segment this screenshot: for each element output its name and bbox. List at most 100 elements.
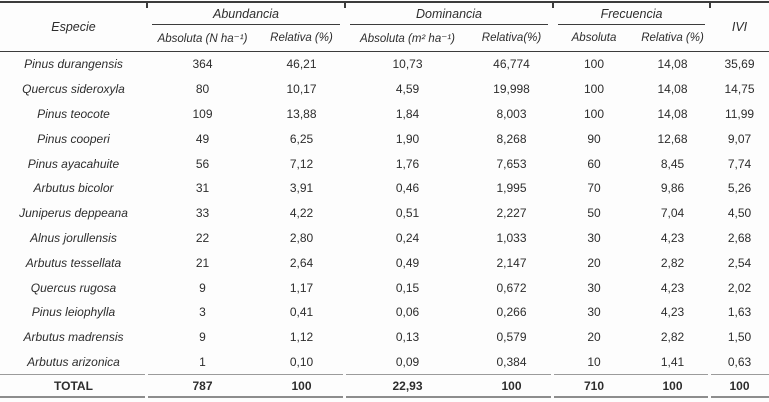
value-cell: 50 bbox=[587, 206, 601, 221]
value-cell: 19,998 bbox=[493, 82, 530, 97]
species-cell: Pinus leiophylla bbox=[31, 305, 116, 320]
value-cell: 3,91 bbox=[289, 181, 314, 196]
column-boundary-tick bbox=[709, 1, 711, 8]
total-line-break bbox=[708, 371, 711, 402]
species-cell: Arbutus bicolor bbox=[33, 181, 114, 196]
value-cell: 21 bbox=[195, 255, 210, 270]
value-cell: 0,46 bbox=[395, 181, 420, 196]
value-cell: 0,13 bbox=[395, 330, 420, 345]
value-cell: 1,50 bbox=[727, 330, 752, 345]
total-line-break bbox=[343, 371, 346, 402]
value-cell: 35,69 bbox=[724, 57, 755, 72]
table-row: Pinus teocote 109 13,88 1,84 8,003 100 14,08 11… bbox=[0, 102, 769, 127]
value-cell: 0,266 bbox=[496, 305, 527, 320]
value-cell: 364 bbox=[192, 57, 213, 72]
table-row: Juniperus deppeana 33 4,22 0,51 2,227 50 7,04 4… bbox=[0, 201, 769, 226]
value-cell: 9 bbox=[199, 330, 206, 345]
value-cell: 100 bbox=[584, 106, 605, 121]
species-cell: Quercus rugosa bbox=[30, 280, 117, 295]
value-cell: 0,15 bbox=[395, 280, 420, 295]
table-row: Pinus ayacahuite 56 7,12 1,76 7,653 60 8,45 7,7… bbox=[0, 151, 769, 176]
value-cell: 13,88 bbox=[286, 106, 317, 121]
total-line-break bbox=[551, 371, 554, 402]
column-header-frecuencia-absoluta: Absoluta bbox=[553, 25, 636, 52]
value-cell: 1,41 bbox=[660, 354, 685, 369]
table-row: Quercus sideroxyla 80 10,17 4,59 19,998 100 14… bbox=[0, 77, 769, 102]
value-cell: 7,04 bbox=[660, 206, 685, 221]
table-row: Pinus leiophylla 3 0,41 0,06 0,266 30 4,23 1,63 bbox=[0, 300, 769, 325]
column-group-frecuencia: Frecuencia bbox=[553, 2, 710, 25]
value-cell: 14,75 bbox=[724, 82, 755, 97]
total-row: TOTAL 787 100 22,93 100 710 100 100 bbox=[0, 374, 769, 399]
species-cell: Arbutus arizonica bbox=[27, 354, 120, 369]
value-cell: 3 bbox=[199, 305, 206, 320]
value-cell: 0,384 bbox=[496, 354, 527, 369]
value-cell: 4,23 bbox=[660, 305, 685, 320]
column-header-abundancia-relativa: Relativa (%) bbox=[258, 25, 345, 52]
column-header-especie: Especie bbox=[0, 2, 147, 52]
value-cell: 1,995 bbox=[496, 181, 527, 196]
table-row: Arbutus arizonica 1 0,10 0,09 0,384 10 1,41 0,6… bbox=[0, 350, 769, 375]
total-label: TOTAL bbox=[0, 374, 147, 399]
value-cell: 60 bbox=[587, 156, 601, 171]
value-cell: 109 bbox=[192, 106, 213, 121]
value-cell: 12,68 bbox=[657, 131, 688, 146]
species-cell: Arbutus madrensis bbox=[23, 330, 124, 345]
value-cell: 4,22 bbox=[289, 206, 314, 221]
value-cell: 2,82 bbox=[660, 330, 685, 345]
value-cell: 0,06 bbox=[395, 305, 420, 320]
total-value-cell: 787 bbox=[147, 374, 258, 399]
sub-header-row: Absoluta (N ha⁻¹) Relativa (%) Absoluta … bbox=[0, 25, 769, 52]
value-cell: 7,653 bbox=[496, 156, 527, 171]
value-cell: 11,99 bbox=[724, 106, 755, 121]
table-row: Quercus rugosa 9 1,17 0,15 0,672 30 4,23 2,02 bbox=[0, 275, 769, 300]
value-cell: 20 bbox=[587, 255, 601, 270]
value-cell: 0,63 bbox=[727, 354, 752, 369]
value-cell: 2,82 bbox=[660, 255, 685, 270]
value-cell: 1,84 bbox=[395, 106, 420, 121]
species-cell: Pinus ayacahuite bbox=[27, 156, 120, 171]
value-cell: 46,774 bbox=[493, 57, 530, 72]
value-cell: 2,147 bbox=[496, 255, 527, 270]
value-cell: 20 bbox=[587, 330, 601, 345]
column-header-abundancia-absoluta: Absoluta (N ha⁻¹) bbox=[147, 25, 258, 52]
table-row: Arbutus tessellata 21 2,64 0,49 2,147 20 2,82 2… bbox=[0, 250, 769, 275]
value-cell: 30 bbox=[587, 230, 601, 245]
value-cell: 0,10 bbox=[289, 354, 314, 369]
value-cell: 2,68 bbox=[727, 230, 752, 245]
species-cell: Alnus jorullensis bbox=[30, 230, 117, 245]
total-value-cell: 100 bbox=[258, 374, 345, 399]
column-header-ivi: IVI bbox=[710, 2, 769, 52]
value-cell: 56 bbox=[195, 156, 210, 171]
value-cell: 80 bbox=[195, 82, 210, 97]
value-cell: 1,76 bbox=[395, 156, 420, 171]
value-cell: 0,579 bbox=[496, 330, 527, 345]
value-cell: 1,12 bbox=[289, 330, 314, 345]
column-header-frecuencia-relativa: Relativa (%) bbox=[635, 25, 711, 52]
total-value-cell: 22,93 bbox=[345, 374, 470, 399]
value-cell: 2,02 bbox=[727, 280, 752, 295]
column-group-dominancia: Dominancia bbox=[345, 2, 553, 25]
value-cell: 49 bbox=[195, 131, 210, 146]
value-cell: 8,268 bbox=[496, 131, 527, 146]
value-cell: 14,08 bbox=[657, 106, 688, 121]
value-cell: 1,033 bbox=[496, 230, 527, 245]
value-cell: 2,64 bbox=[289, 255, 314, 270]
value-cell: 9 bbox=[199, 280, 206, 295]
column-boundary-tick bbox=[344, 1, 346, 8]
value-cell: 31 bbox=[195, 181, 210, 196]
species-cell: Quercus sideroxyla bbox=[22, 82, 125, 97]
value-cell: 7,12 bbox=[289, 156, 314, 171]
species-cell: Pinus cooperi bbox=[37, 131, 110, 146]
value-cell: 4,50 bbox=[727, 206, 752, 221]
value-cell: 1 bbox=[199, 354, 206, 369]
value-cell: 0,49 bbox=[395, 255, 420, 270]
species-cell: Arbutus tessellata bbox=[25, 255, 122, 270]
column-boundary-tick bbox=[146, 1, 148, 8]
value-cell: 7,74 bbox=[727, 156, 752, 171]
column-header-dominancia-absoluta: Absoluta (m² ha⁻¹) bbox=[345, 25, 470, 52]
value-cell: 30 bbox=[587, 280, 601, 295]
table-header: Especie Abundancia Dominancia Frecuencia… bbox=[0, 2, 769, 52]
